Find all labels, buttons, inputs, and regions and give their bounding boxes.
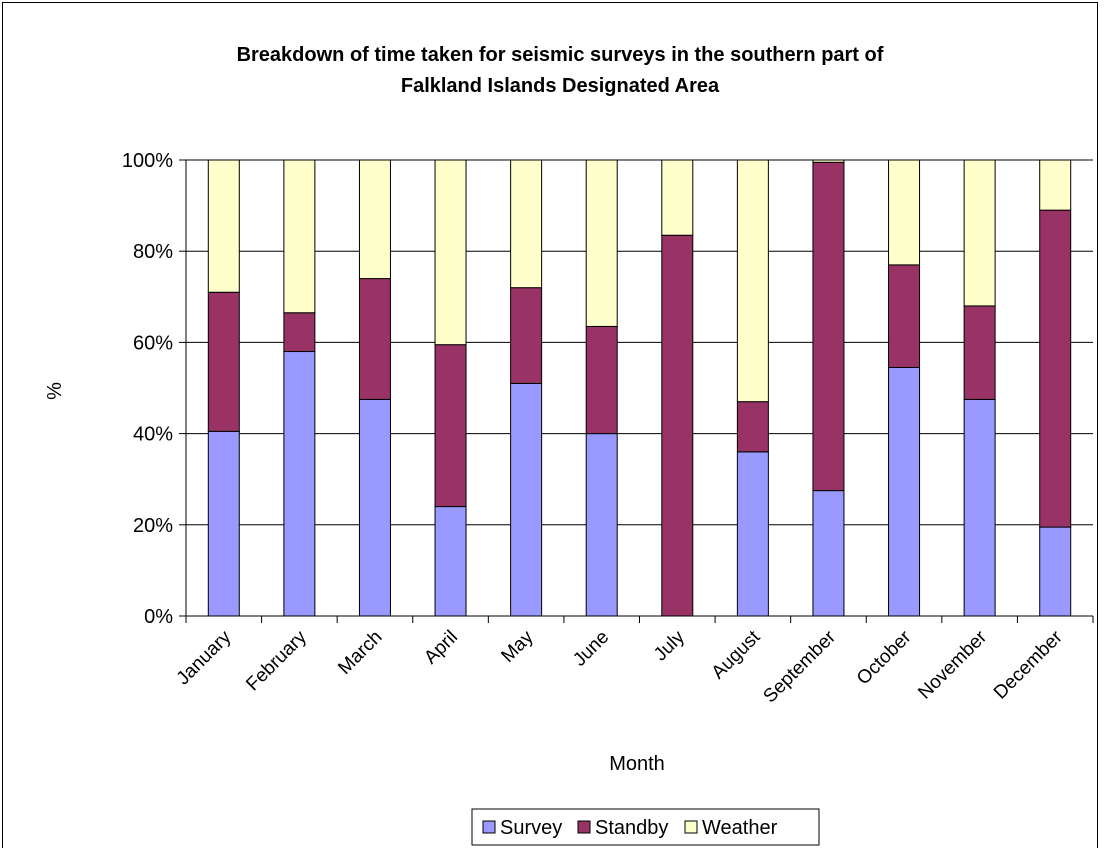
bar-weather-july	[661, 159, 694, 236]
chart-title-line-1: Breakdown of time taken for seismic surv…	[237, 44, 884, 66]
bar-standby-april	[434, 344, 467, 508]
y-tick-label: 20%	[133, 515, 173, 537]
x-tick-label: January	[173, 626, 236, 689]
bar-survey-june	[585, 433, 618, 617]
legend-swatch-survey	[482, 820, 496, 834]
bar-standby-june	[585, 325, 618, 435]
bar-weather-june	[585, 159, 618, 327]
bars	[207, 159, 1072, 617]
stacked-bar-chart: Breakdown of time taken for seismic surv…	[44, 44, 1094, 846]
legend-label-survey: Survey	[500, 817, 562, 839]
legend-label-standby: Standby	[595, 817, 668, 839]
y-axis-title: %	[44, 382, 66, 400]
legend-swatch-standby	[577, 820, 591, 834]
x-tick-label: August	[708, 626, 765, 683]
bar-weather-february	[283, 159, 316, 314]
y-tick-label: 40%	[133, 424, 173, 446]
bar-standby-december	[1039, 209, 1072, 528]
bar-standby-may	[510, 287, 543, 384]
bar-weather-january	[207, 159, 240, 293]
bar-weather-september	[812, 159, 845, 163]
bar-weather-october	[888, 159, 921, 266]
x-tick-label: November	[914, 626, 991, 703]
legend-box	[471, 808, 820, 846]
x-tick-label: September	[759, 626, 840, 707]
bar-standby-february	[283, 312, 316, 353]
bar-survey-december	[1039, 526, 1072, 617]
bar-survey-september	[812, 490, 845, 617]
x-tick-label: July	[650, 626, 689, 665]
x-tick-label: June	[569, 627, 613, 671]
bar-survey-february	[283, 351, 316, 617]
bar-survey-october	[888, 366, 921, 617]
legend-swatch-weather	[684, 820, 698, 834]
bar-survey-january	[207, 430, 240, 617]
bar-weather-may	[510, 159, 543, 289]
bar-weather-december	[1039, 159, 1072, 211]
bar-standby-january	[207, 291, 240, 432]
x-tick-label: December	[990, 626, 1067, 703]
legend-label-weather: Weather	[702, 817, 778, 839]
y-tick-label: 60%	[133, 332, 173, 354]
chart-title-line-2: Falkland Islands Designated Area	[401, 75, 720, 97]
bar-standby-november	[963, 305, 996, 400]
bar-weather-march	[358, 159, 391, 280]
bar-standby-september	[812, 161, 845, 492]
legend: Survey Standby Weather	[471, 808, 820, 846]
y-tick-label: 80%	[133, 241, 173, 263]
bar-survey-november	[963, 398, 996, 617]
x-tick-label: May	[497, 626, 538, 667]
x-tick-label: February	[242, 626, 311, 695]
bar-standby-october	[888, 264, 921, 368]
x-tick-label: March	[334, 627, 386, 679]
bar-survey-may	[510, 382, 543, 617]
bar-standby-august	[736, 401, 769, 453]
bar-weather-april	[434, 159, 467, 346]
bar-standby-july	[661, 234, 694, 617]
bar-weather-august	[736, 159, 769, 403]
bar-survey-march	[358, 398, 391, 617]
bar-survey-august	[736, 451, 769, 617]
bar-survey-april	[434, 506, 467, 617]
x-axis-title: Month	[609, 753, 665, 775]
x-tick-label: October	[853, 626, 916, 689]
bar-weather-november	[963, 159, 996, 307]
gridlines	[186, 159, 1093, 526]
y-tick-label: 100%	[122, 150, 173, 172]
bar-standby-march	[358, 278, 391, 400]
x-tick-label: April	[420, 627, 462, 669]
y-tick-label: 0%	[144, 606, 173, 628]
